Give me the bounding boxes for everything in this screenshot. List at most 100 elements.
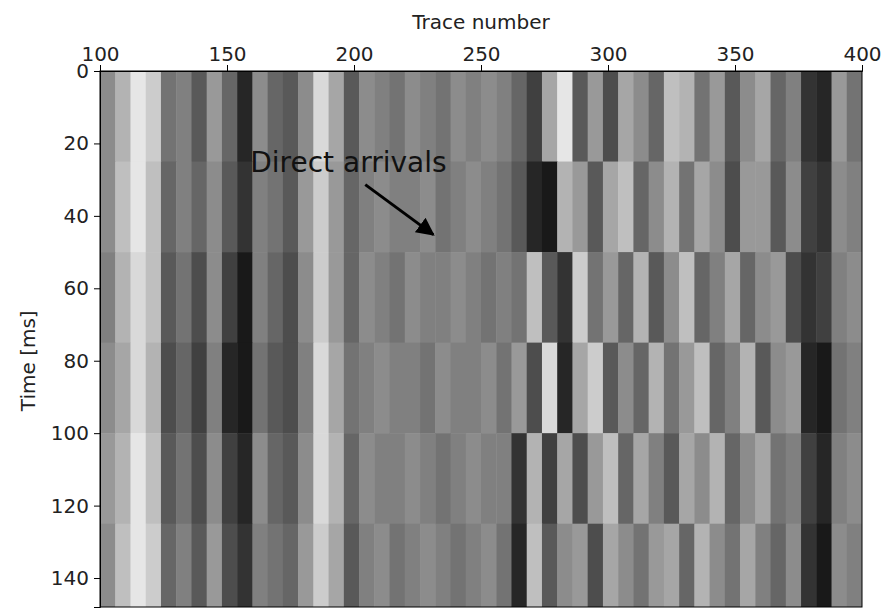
cell [496, 252, 512, 343]
cell [633, 162, 649, 253]
cell [786, 524, 802, 607]
cell [618, 524, 634, 607]
tick-mark [94, 361, 100, 362]
tick: 140 [51, 566, 100, 590]
cell [405, 524, 421, 607]
cell [679, 162, 695, 253]
cell [146, 343, 162, 434]
tick-label: 350 [716, 42, 754, 66]
cell [298, 343, 314, 434]
tick: 0 [76, 59, 100, 83]
cell [252, 252, 268, 343]
cell [816, 524, 832, 607]
y-axis: 020406080100120140 [51, 59, 101, 608]
tick: 300 [589, 42, 627, 71]
cell [664, 162, 680, 253]
cell [694, 162, 710, 253]
cell [268, 252, 284, 343]
cell [542, 71, 558, 162]
cell [268, 433, 284, 524]
cell [832, 162, 848, 253]
cell [816, 162, 832, 253]
cell [359, 343, 375, 434]
annotation-text: Direct arrivals [250, 146, 446, 179]
cell [679, 433, 695, 524]
cell [496, 524, 512, 607]
cell [664, 524, 680, 607]
cell [268, 343, 284, 434]
cell [832, 524, 848, 607]
cell [329, 252, 345, 343]
axis-line [94, 72, 101, 608]
cell [542, 252, 558, 343]
cell [633, 524, 649, 607]
cell [649, 162, 665, 253]
cell [100, 252, 116, 343]
tick: 400 [843, 42, 881, 71]
cell [511, 252, 527, 343]
cell [755, 343, 771, 434]
cell [527, 71, 543, 162]
cells [100, 71, 862, 607]
cell [344, 524, 360, 607]
cell [496, 71, 512, 162]
cell [374, 252, 390, 343]
cell [633, 252, 649, 343]
cell [832, 252, 848, 343]
cell [359, 524, 375, 607]
cell [801, 162, 817, 253]
cell [801, 524, 817, 607]
cell [390, 252, 406, 343]
cell [374, 524, 390, 607]
cell [344, 252, 360, 343]
cell [161, 252, 177, 343]
tick-label: 140 [51, 566, 89, 590]
cell [725, 524, 741, 607]
cell [374, 433, 390, 524]
cell [832, 433, 848, 524]
cell [207, 524, 223, 607]
tick: 200 [335, 42, 373, 71]
cell [207, 343, 223, 434]
cell [268, 524, 284, 607]
tick: 350 [716, 42, 754, 71]
cell [100, 524, 116, 607]
cell [694, 252, 710, 343]
cell [588, 71, 604, 162]
cell [451, 252, 467, 343]
cell [161, 524, 177, 607]
cell [801, 343, 817, 434]
cell [252, 343, 268, 434]
cell [633, 71, 649, 162]
tick: 20 [64, 131, 100, 155]
cell [603, 343, 619, 434]
cell [146, 162, 162, 253]
cell [115, 524, 131, 607]
cell [466, 252, 482, 343]
cell [420, 524, 436, 607]
cell [481, 343, 497, 434]
cell [832, 343, 848, 434]
cell [100, 71, 116, 162]
cell [130, 524, 146, 607]
cell [329, 433, 345, 524]
cell [451, 433, 467, 524]
cell [176, 71, 192, 162]
cell [176, 524, 192, 607]
cell [572, 524, 588, 607]
annotation-arrow [365, 185, 433, 235]
cell [130, 433, 146, 524]
cell [755, 252, 771, 343]
cell [466, 433, 482, 524]
cell [679, 71, 695, 162]
cell [146, 71, 162, 162]
cell [191, 433, 207, 524]
cell [496, 433, 512, 524]
cell [771, 71, 787, 162]
cell [390, 343, 406, 434]
cell [816, 252, 832, 343]
cell [618, 343, 634, 434]
cell [649, 252, 665, 343]
cell [252, 433, 268, 524]
cell [130, 71, 146, 162]
